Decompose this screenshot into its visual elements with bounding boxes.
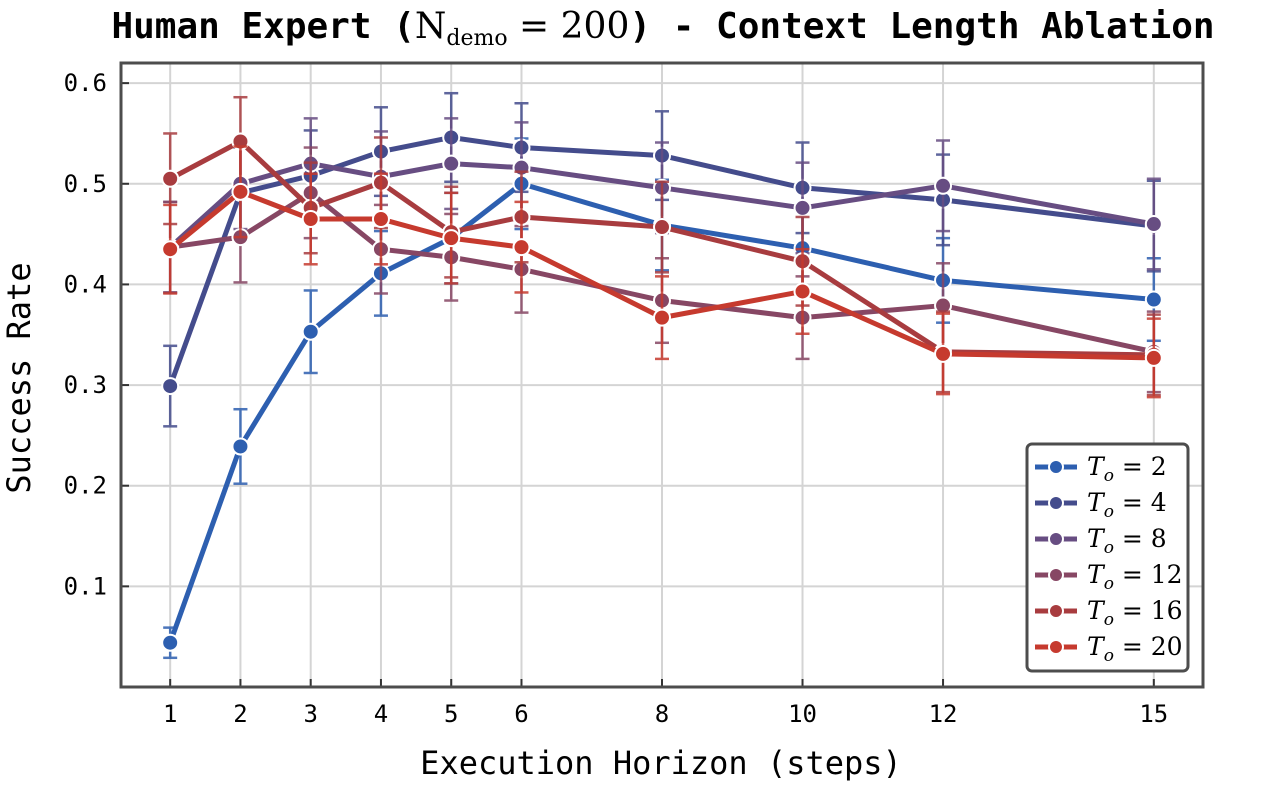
x-tick-label: 2 [233,700,247,728]
series-line [168,189,1154,361]
data-point [793,198,812,217]
legend-item: To = 16 [1035,596,1183,630]
x-axis-label: Execution Horizon (steps) [420,744,902,782]
plot-series [161,91,1163,660]
legend-swatch-marker [1048,495,1064,511]
chart-title-equals: = 200 [508,6,630,47]
legend-item: To = 2 [1035,452,1167,486]
legend-item: To = 20 [1035,632,1183,666]
data-point [442,229,461,248]
legend-label: To = 20 [1087,632,1183,666]
data-point [231,437,250,456]
plot-frame [119,61,1205,689]
data-point [161,240,180,259]
data-point [442,154,461,173]
data-point [653,308,671,327]
chart-title-prefix: Human Expert ( [111,6,414,47]
y-tick-label: 0.2 [64,472,107,500]
data-point [1144,215,1163,234]
y-tick-label: 0.4 [64,270,107,298]
y-tick-label: 0.3 [64,371,107,399]
legend-item: To = 8 [1035,524,1167,558]
data-point [934,344,953,363]
chart-title-subscript: demo [446,26,507,51]
data-point [161,633,180,652]
data-point [301,322,320,341]
x-tick-label: 4 [374,700,388,728]
data-point [934,176,953,195]
data-point [161,169,180,188]
legend-label: To = 16 [1087,596,1183,630]
axis-ticks: 1 2 3 4 5 6 8 10 12 150.10.20.30.40.50.6 [64,69,1169,728]
x-tick-label: 12 [929,700,958,728]
legend-swatch-marker [1048,531,1064,547]
y-axis-label: Success Rate [0,262,38,493]
legend-swatch-marker [1048,459,1064,475]
x-tick-label: 5 [444,700,458,728]
legend-swatch-marker [1048,603,1064,619]
legend-label: To = 12 [1087,560,1183,594]
data-point [512,238,531,257]
series-line [167,134,1155,387]
series-line [169,139,1154,358]
data-point [161,377,180,396]
series-line [167,181,1155,644]
x-tick-label: 1 [163,700,177,728]
legend-swatch-marker [1048,567,1064,583]
legend-swatch-marker [1048,639,1064,655]
y-tick-label: 0.5 [64,170,107,198]
legend-label: To = 2 [1087,452,1167,486]
legend-item: To = 12 [1035,560,1183,594]
y-tick-label: 0.6 [64,69,107,97]
data-point [793,282,812,301]
x-tick-label: 8 [655,700,669,728]
x-tick-label: 10 [788,700,817,728]
x-tick-label: 15 [1139,700,1168,728]
data-point [1144,348,1163,367]
data-point [1144,290,1163,309]
x-tick-label: 3 [303,700,317,728]
legend-label: To = 8 [1087,524,1167,558]
data-point [231,182,250,201]
chart-title: Human Expert (Ndemo = 200) - Context Len… [111,6,1214,51]
data-point [653,218,671,237]
chart-title-suffix: ) - Context Length Ablation [629,6,1214,47]
x-tick-label: 6 [514,700,528,728]
series-line [169,190,1155,355]
legend-item: To = 4 [1035,488,1167,522]
data-point [371,210,390,228]
data-point [301,210,320,228]
series-6 [161,145,1163,399]
chart-title-symbol: N [415,6,447,47]
y-tick-label: 0.1 [64,572,107,600]
legend-label: To = 4 [1087,488,1167,522]
